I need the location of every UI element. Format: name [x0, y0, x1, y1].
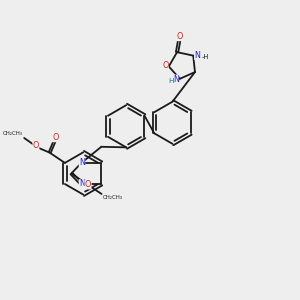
Text: H: H [168, 78, 174, 84]
Text: CH₂CH₃: CH₂CH₃ [3, 131, 23, 136]
Text: N: N [173, 75, 179, 84]
Text: N: N [194, 50, 200, 59]
Text: O: O [85, 180, 91, 189]
Text: O: O [52, 133, 59, 142]
Text: N: N [79, 179, 85, 188]
Text: CH₂CH₃: CH₂CH₃ [103, 195, 123, 200]
Text: -H: -H [202, 54, 209, 60]
Text: N: N [79, 158, 85, 167]
Text: O: O [33, 141, 39, 150]
Text: O: O [177, 32, 183, 41]
Text: O: O [162, 61, 169, 70]
